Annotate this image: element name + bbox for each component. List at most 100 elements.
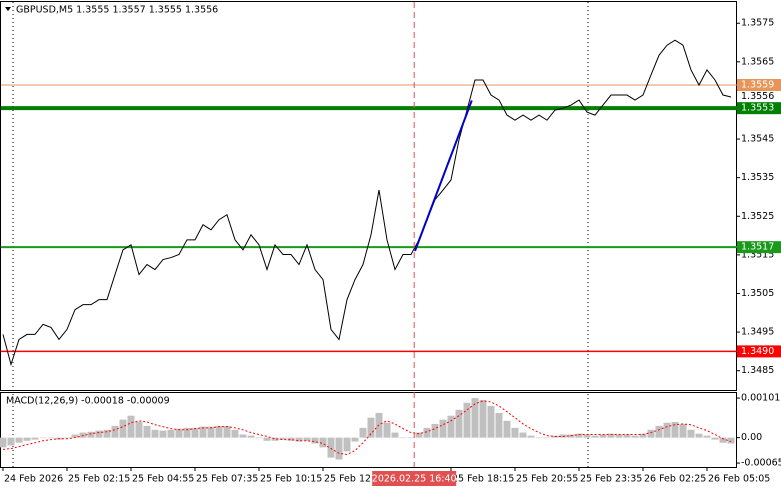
- level-label: 1.3553: [741, 103, 774, 114]
- histogram-bar: [695, 433, 703, 438]
- y-tick-label: 1.3485: [741, 365, 774, 376]
- x-tick-label: 26 Feb 02:25: [644, 474, 706, 485]
- histogram-bar: [423, 427, 431, 438]
- histogram-bar: [711, 437, 719, 440]
- histogram-bar: [607, 433, 615, 438]
- histogram-bar: [511, 427, 519, 438]
- histogram-bar: [415, 432, 423, 438]
- histogram-bar: [535, 437, 543, 439]
- histogram-bar: [319, 437, 327, 448]
- signal-line: [2, 400, 732, 455]
- histogram-bar: [727, 437, 735, 444]
- histogram-bar: [255, 437, 263, 439]
- histogram-bar: [599, 434, 607, 438]
- histogram-bar: [367, 417, 375, 438]
- x-tick-label: 26 Feb 05:05: [708, 474, 770, 485]
- histogram-bar: [63, 437, 71, 439]
- histogram-bar: [439, 419, 447, 438]
- histogram-bar: [351, 437, 359, 442]
- histogram-bar: [199, 426, 207, 438]
- histogram-bar: [111, 425, 119, 438]
- x-tick-label: 25 Feb 07:35: [196, 474, 258, 485]
- histogram-bar: [87, 431, 95, 438]
- histogram-bar: [719, 437, 727, 443]
- histogram-bar: [127, 415, 135, 438]
- histogram-bar: [687, 429, 695, 438]
- histogram-bar: [391, 432, 399, 438]
- histogram-bar: [95, 430, 103, 438]
- histogram-bar: [495, 412, 503, 438]
- histogram-bar: [583, 434, 591, 438]
- histogram-bar: [271, 437, 279, 441]
- histogram-bar: [591, 435, 599, 438]
- histogram-bar: [487, 405, 495, 438]
- histogram-bar: [159, 430, 167, 438]
- histogram-bar: [575, 433, 583, 438]
- histogram-bar: [639, 433, 647, 438]
- x-tick-label: 25 Feb 20:55: [516, 474, 578, 485]
- histogram-bar: [79, 432, 87, 438]
- histogram-bar: [615, 434, 623, 438]
- histogram-bar: [463, 402, 471, 438]
- price-line: [2, 39, 732, 367]
- histogram-bar: [631, 435, 639, 438]
- histogram-bar: [623, 434, 631, 438]
- y-tick-label: 1.3525: [741, 211, 774, 222]
- time-marker-label: 2026.02.25 16:40: [372, 474, 457, 485]
- histogram-bar: [167, 429, 175, 438]
- x-tick-label: 25 Feb 23:35: [580, 474, 642, 485]
- histogram-bar: [383, 422, 391, 438]
- histogram-bar: [215, 425, 223, 438]
- level-label: 1.3490: [741, 346, 774, 357]
- y-tick-label: 0.00101: [741, 393, 780, 404]
- histogram-bar: [447, 415, 455, 438]
- histogram-bar: [7, 437, 15, 446]
- histogram-bar: [471, 398, 479, 438]
- level-label: 1.3517: [741, 242, 774, 253]
- last-price-box: [737, 90, 781, 103]
- histogram-bar: [519, 432, 527, 438]
- histogram-bar: [23, 437, 31, 441]
- histogram-bar: [15, 437, 23, 443]
- histogram-bar: [175, 428, 183, 438]
- histogram-bar: [207, 426, 215, 438]
- time-marker-label-box: [372, 471, 457, 486]
- histogram-bar: [287, 437, 295, 441]
- macd-title: MACD(12,26,9) -0.00018 -0.00009: [6, 396, 170, 407]
- y-tick-label: -0.00065: [741, 458, 781, 469]
- last-price-label: 1.3556: [741, 91, 774, 102]
- y-tick-label: 1.3505: [741, 288, 774, 299]
- histogram-bar: [143, 425, 151, 438]
- histogram-bar: [239, 434, 247, 438]
- histogram-bar: [263, 437, 271, 441]
- symbol-menu-icon[interactable]: [5, 7, 11, 11]
- y-tick-label: 1.3575: [741, 18, 774, 29]
- level-label-box: [737, 345, 781, 358]
- histogram-bar: [311, 437, 319, 444]
- histogram-bar: [335, 437, 343, 460]
- histogram-bar: [655, 425, 663, 438]
- histogram-bar: [47, 437, 55, 439]
- histogram-bar: [359, 427, 367, 438]
- histogram-bar: [503, 420, 511, 438]
- y-tick-label: 1.3515: [741, 249, 774, 260]
- histogram-bar: [247, 435, 255, 438]
- histogram-bar: [479, 400, 487, 438]
- histogram-bar: [407, 437, 415, 439]
- y-tick-label: 0.00: [741, 432, 762, 443]
- histogram-bar: [71, 434, 79, 438]
- chart-title: GBPUSD,M5 1.3555 1.3557 1.3555 1.3556: [16, 5, 218, 16]
- histogram-bar: [191, 427, 199, 438]
- histogram-bar: [103, 429, 111, 438]
- histogram-bar: [663, 422, 671, 438]
- x-tick-label: 25 Feb 12:55: [324, 474, 386, 485]
- level-label-box: [737, 102, 781, 115]
- histogram-bar: [527, 435, 535, 438]
- y-tick-label: 1.3495: [741, 327, 774, 338]
- trendline: [414, 100, 473, 252]
- histogram-bar: [31, 437, 39, 440]
- histogram-bar: [399, 437, 407, 439]
- histogram-bar: [183, 427, 191, 438]
- x-tick-label: 25 Feb 18:15: [452, 474, 514, 485]
